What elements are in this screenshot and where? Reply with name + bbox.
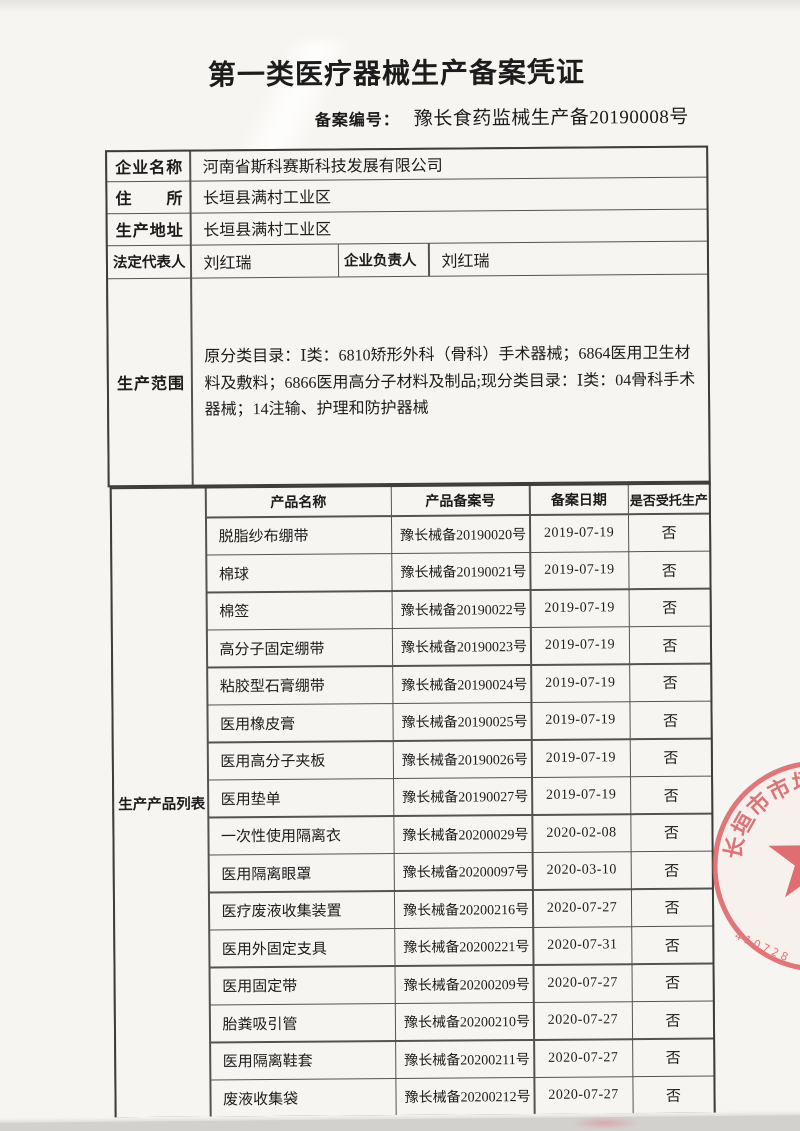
filing-number-label: 备案编号： <box>314 111 400 130</box>
filing-date-cell: 2019-07-19 <box>532 777 630 814</box>
column-header-registration-number: 产品备案号 <box>391 485 529 516</box>
product-registration-number-cell: 豫长械备20200029号 <box>394 815 532 853</box>
product-name-cell: 医用隔离眼罩 <box>209 854 394 892</box>
product-name-cell: 医用橡皮膏 <box>207 704 393 742</box>
entrusted-production-cell: 否 <box>630 701 711 739</box>
filing-date-cell: 2020-07-27 <box>534 1039 632 1077</box>
product-name-cell: 一次性使用隔离衣 <box>208 816 394 855</box>
enterprise-manager-value: 刘红瑞 <box>429 241 708 276</box>
residence-value: 长垣县满村工业区 <box>190 177 707 213</box>
legal-representative-label: 法定代表人 <box>107 245 191 278</box>
company-info-table: 企业名称 河南省斯科赛斯科技发展有限公司 住 所 长垣县满村工业区 生产地址 长… <box>105 145 711 488</box>
filing-date-cell: 2020-07-27 <box>534 964 632 1002</box>
product-name-cell: 医用固定带 <box>210 966 395 1005</box>
filing-date-cell: 2019-07-19 <box>531 664 629 702</box>
filing-number-line: 备案编号： 豫长食药监械生产备20190008号 <box>315 102 689 132</box>
filing-date-cell: 2019-07-19 <box>531 702 630 739</box>
product-name-cell: 医用垫单 <box>208 779 393 817</box>
certificate-title: 第一类医疗器械生产备案凭证 <box>207 57 586 92</box>
product-registration-number-cell: 豫长械备20200216号 <box>394 890 533 928</box>
ink-smudge <box>570 1118 640 1128</box>
filing-date-cell: 2019-07-19 <box>532 739 630 777</box>
product-registration-number-cell: 豫长械备20200221号 <box>395 927 533 966</box>
seal-ring <box>712 762 800 970</box>
entrusted-production-cell: 否 <box>629 589 710 626</box>
product-registration-number-cell: 豫长械备20190026号 <box>393 740 532 778</box>
product-registration-number-cell: 豫长械备20190027号 <box>394 777 532 816</box>
entrusted-production-cell: 否 <box>628 514 710 551</box>
filing-date-cell: 2019-07-19 <box>530 552 629 589</box>
filing-date-cell: 2019-07-19 <box>531 627 629 664</box>
entrusted-production-cell: 否 <box>633 1039 714 1076</box>
products-table: 生产产品列表 产品名称 产品备案号 备案日期 是否受托生产 脱脂纱布绷带 豫长械… <box>109 482 716 1118</box>
product-registration-number-cell: 豫长械备20200209号 <box>395 965 533 1003</box>
company-name-value: 河南省斯科赛斯科技发展有限公司 <box>190 147 707 181</box>
product-registration-number-cell: 豫长械备20190022号 <box>392 590 530 628</box>
filing-date-cell: 2019-07-19 <box>530 514 628 552</box>
entrusted-production-cell: 否 <box>633 1076 714 1114</box>
product-name-cell: 医疗废液收集装置 <box>209 891 394 930</box>
column-header-entrusted: 是否受托生产 <box>628 484 709 514</box>
product-name-cell: 医用外固定支具 <box>209 929 394 967</box>
entrusted-production-cell: 否 <box>632 1001 714 1039</box>
filing-date-cell: 2020-07-27 <box>534 1077 633 1114</box>
product-name-cell: 医用隔离鞋套 <box>210 1041 395 1080</box>
filing-date-cell: 2019-07-19 <box>531 589 629 627</box>
production-scope-value: 原分类目录：Ⅰ类：6810矫形外科（骨科）手术器械；6864医用卫生材料及敷料；… <box>191 274 709 485</box>
official-red-seal: 长垣市市场监督管理局 410728 <box>712 762 800 970</box>
production-scope-label: 生产范围 <box>108 278 192 486</box>
product-name-cell: 粘胶型石膏绷带 <box>207 666 392 705</box>
product-registration-number-cell: 豫长械备20200210号 <box>395 1002 534 1041</box>
product-registration-number-cell: 豫长械备20200212号 <box>396 1077 534 1116</box>
product-registration-number-cell: 豫长械备20200211号 <box>396 1040 534 1078</box>
entrusted-production-cell: 否 <box>629 626 711 664</box>
filing-number-value: 豫长食药监械生产备20190008号 <box>413 106 689 130</box>
product-registration-number-cell: 豫长械备20190025号 <box>393 702 531 741</box>
enterprise-manager-label: 企业负责人 <box>338 243 429 276</box>
production-address-value: 长垣县满村工业区 <box>191 209 707 245</box>
filing-date-cell: 2020-07-31 <box>533 927 631 964</box>
filing-date-cell: 2020-07-27 <box>534 1002 632 1039</box>
company-name-label: 企业名称 <box>107 151 190 181</box>
product-name-cell: 高分子固定绷带 <box>207 629 392 667</box>
production-address-label: 生产地址 <box>107 213 190 245</box>
seal-star-icon <box>768 845 800 898</box>
product-name-cell: 棉球 <box>206 554 392 592</box>
product-registration-number-cell: 豫长械备20190020号 <box>391 515 530 553</box>
column-header-filing-date: 备案日期 <box>530 485 628 514</box>
filing-date-cell: 2020-03-10 <box>533 852 631 889</box>
product-name-cell: 废液收集袋 <box>210 1079 396 1117</box>
product-registration-number-cell: 豫长械备20190023号 <box>392 627 531 666</box>
scan-edge-top <box>0 0 800 12</box>
products-section-label: 生产产品列表 <box>111 488 210 1118</box>
product-name-cell: 脱脂纱布绷带 <box>206 516 391 555</box>
entrusted-production-cell: 否 <box>629 551 710 589</box>
product-registration-number-cell: 豫长械备20200097号 <box>394 852 532 891</box>
filing-date-cell: 2020-02-08 <box>532 814 631 852</box>
product-name-cell: 胎粪吸引管 <box>210 1004 395 1042</box>
product-name-cell: 棉签 <box>207 591 392 630</box>
legal-representative-value: 刘红瑞 <box>191 244 338 278</box>
product-name-cell: 医用高分子夹板 <box>208 741 393 780</box>
filing-date-cell: 2020-07-27 <box>533 889 631 927</box>
residence-label: 住 所 <box>107 181 190 213</box>
column-header-product-name: 产品名称 <box>206 487 391 517</box>
product-registration-number-cell: 豫长械备20190021号 <box>392 552 530 591</box>
product-registration-number-cell: 豫长械备20190024号 <box>393 665 531 703</box>
entrusted-production-cell: 否 <box>630 664 711 701</box>
